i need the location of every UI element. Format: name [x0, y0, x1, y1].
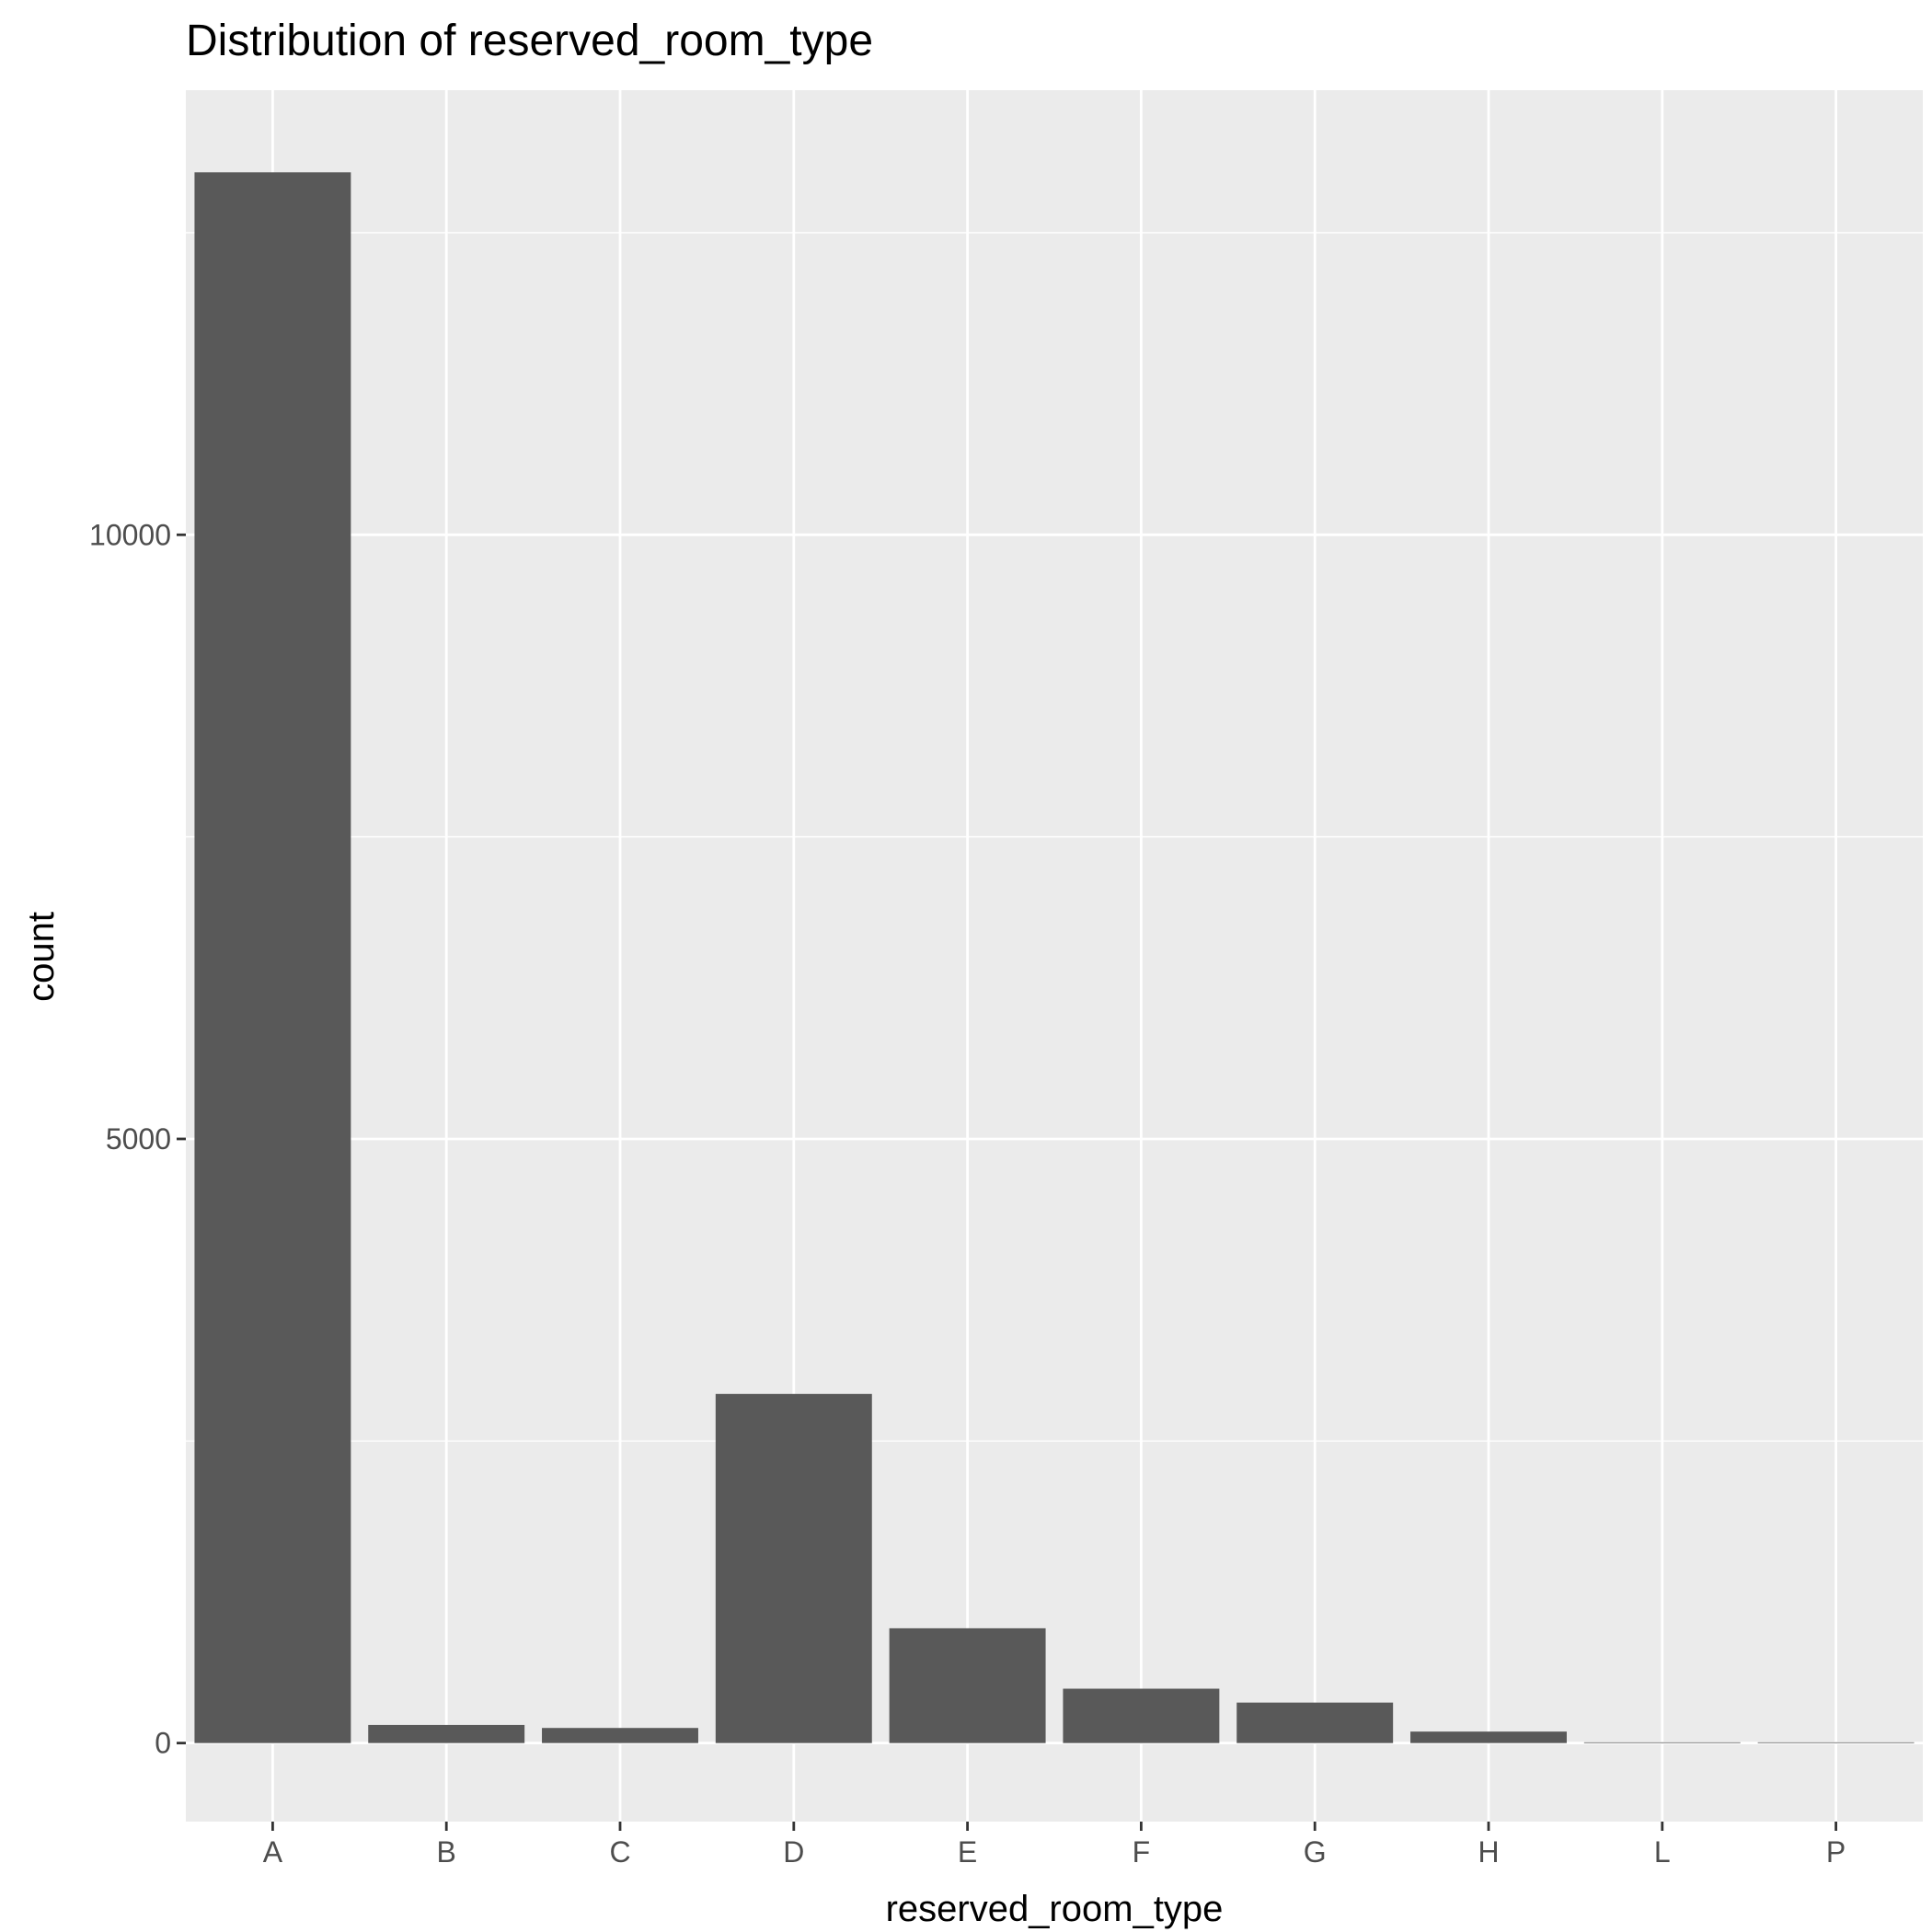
bar-l: [1583, 1742, 1741, 1743]
chart-title: Distribution of reserved_room_type: [186, 17, 873, 65]
x-axis-title: reserved_room_type: [886, 1889, 1224, 1929]
bar-p: [1757, 1742, 1915, 1743]
bar-g: [1236, 1702, 1394, 1743]
y-axis-title: count: [21, 912, 62, 1002]
bar-f: [1063, 1688, 1220, 1743]
x-tick-label: E: [958, 1835, 977, 1869]
x-tick-label: F: [1133, 1835, 1151, 1869]
x-tick-label: C: [609, 1835, 630, 1869]
bar-b: [368, 1724, 525, 1743]
y-tick-label: 10000: [89, 518, 171, 551]
x-tick-label: A: [263, 1835, 283, 1869]
plot-panel: [186, 90, 1923, 1822]
x-tick-label: B: [437, 1835, 456, 1869]
x-tick-label: P: [1826, 1835, 1846, 1869]
bar-h: [1410, 1731, 1567, 1743]
x-tick-label: L: [1654, 1835, 1671, 1869]
bar-a: [194, 172, 351, 1743]
x-tick-label: D: [783, 1835, 804, 1869]
x-tick-label: H: [1478, 1835, 1499, 1869]
bar-e: [889, 1627, 1046, 1743]
x-tick-label: G: [1304, 1835, 1327, 1869]
axes: 0 5000 10000 A B C D E F G H L P: [89, 518, 1846, 1869]
y-tick-label: 0: [155, 1727, 171, 1760]
y-tick-label: 5000: [106, 1122, 171, 1156]
bar-d: [715, 1394, 872, 1743]
bars: [194, 172, 1915, 1743]
bar-c: [542, 1728, 698, 1743]
